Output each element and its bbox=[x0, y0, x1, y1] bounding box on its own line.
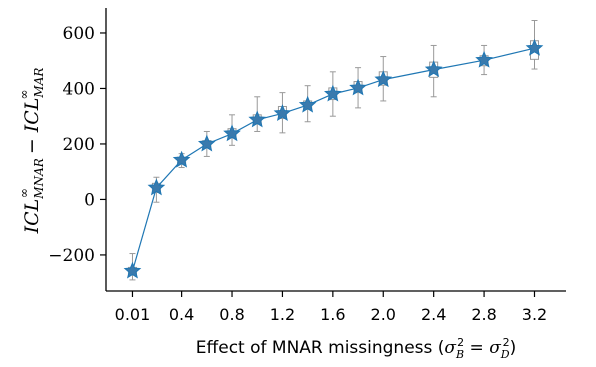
data-point-star bbox=[123, 261, 142, 279]
y-axis-title: ICLMNAR∞ − ICLMAR∞ bbox=[17, 68, 46, 235]
series-line bbox=[131, 47, 535, 272]
data-point-star bbox=[525, 38, 544, 56]
data-point-star bbox=[147, 178, 166, 196]
data-point-star bbox=[197, 134, 216, 152]
data-point-star bbox=[248, 110, 267, 128]
y-tick-label: 600 bbox=[63, 24, 95, 44]
data-point-star bbox=[475, 50, 493, 68]
series-polyline bbox=[131, 47, 535, 272]
data-point-star bbox=[323, 84, 342, 102]
series-markers bbox=[123, 38, 544, 279]
boxplots bbox=[127, 19, 539, 281]
y-tick-label: 400 bbox=[63, 79, 95, 99]
x-tick-label: 2.8 bbox=[471, 305, 496, 324]
y-tick-label: −200 bbox=[48, 246, 95, 266]
axis-labels: Effect of MNAR missingness (σB2 = σD2) IC… bbox=[17, 68, 516, 361]
data-point-star bbox=[424, 60, 443, 78]
x-tick-label: 0.8 bbox=[219, 305, 244, 324]
x-axis-title: Effect of MNAR missingness (σB2 = σD2) bbox=[196, 336, 516, 361]
y-tick-label: 200 bbox=[63, 135, 95, 155]
x-tick-label: 0.4 bbox=[169, 305, 194, 324]
axes: −200 0 200 400 600 0.01 0.4 0.8 1.2 1.6 2.0 2.4 2.8 3… bbox=[48, 8, 566, 324]
x-tick-label: 1.6 bbox=[320, 305, 345, 324]
data-point-star bbox=[298, 95, 317, 113]
data-point-star bbox=[223, 124, 241, 142]
data-point-star bbox=[349, 78, 367, 96]
y-tick-label: 0 bbox=[84, 190, 95, 210]
x-tick-label: 2.0 bbox=[371, 305, 396, 324]
data-point-star bbox=[273, 104, 292, 121]
x-tick-label: 2.4 bbox=[421, 305, 446, 324]
data-point-star bbox=[172, 150, 191, 168]
y-axis-title-group: ICLMNAR∞ − ICLMAR∞ bbox=[17, 68, 46, 235]
data-point-star bbox=[374, 70, 393, 88]
x-tick-label: 0.01 bbox=[115, 305, 151, 324]
x-tick-label: 1.2 bbox=[270, 305, 295, 324]
x-tick-label: 3.2 bbox=[522, 305, 547, 324]
